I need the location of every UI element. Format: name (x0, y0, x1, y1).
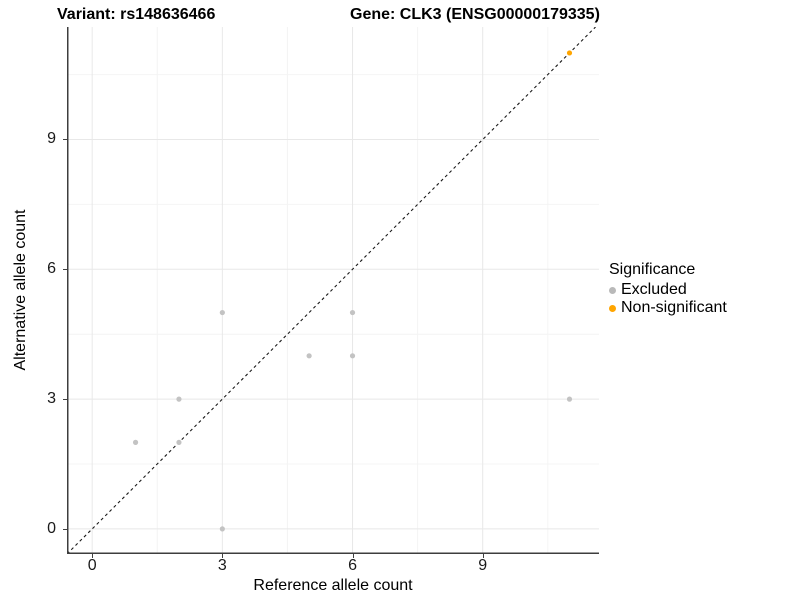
y-tick-label: 0 (47, 519, 56, 537)
y-tick-label: 3 (47, 390, 56, 408)
legend-item-label: Non-significant (621, 299, 727, 316)
data-point-excluded (349, 309, 356, 316)
legend-item: Excluded (609, 281, 727, 299)
plot-canvas (67, 27, 599, 554)
x-tick-label: 9 (478, 557, 488, 574)
data-point-non-significant (566, 50, 573, 56)
data-point-excluded (219, 309, 225, 316)
y-tick-mark (63, 269, 67, 271)
x-tick-mark (482, 554, 484, 558)
legend-item: Non-significant (609, 299, 727, 317)
x-tick-label: 0 (87, 557, 97, 574)
data-point-excluded (306, 353, 312, 359)
plot-panel (67, 27, 599, 554)
data-point-excluded (349, 353, 356, 359)
data-point-excluded (219, 526, 225, 532)
data-point-excluded (176, 396, 182, 402)
legend: Significance Excluded Non-significant (609, 261, 727, 317)
data-point-excluded (132, 439, 139, 445)
x-axis-title: Reference allele count (253, 577, 413, 594)
y-tick-mark (63, 528, 67, 530)
y-tick-label: 6 (47, 260, 56, 278)
x-tick-label: 3 (217, 557, 227, 574)
variant-title: Variant: rs148636466 (57, 6, 216, 23)
y-tick-mark (63, 399, 67, 401)
x-tick-mark (352, 554, 354, 558)
legend-key-dot (609, 304, 616, 312)
x-tick-mark (92, 554, 94, 558)
data-point-excluded (566, 396, 573, 402)
legend-key-dot (609, 286, 616, 294)
x-tick-mark (222, 554, 224, 558)
legend-title: Significance (609, 261, 696, 278)
y-axis-title: Alternative allele count (12, 209, 29, 371)
legend-items: Excluded Non-significant (609, 281, 727, 317)
legend-item-label: Excluded (621, 281, 687, 298)
data-point-excluded (176, 439, 182, 445)
identity-line (67, 27, 596, 554)
gene-title: Gene: CLK3 (ENSG00000179335) (350, 6, 600, 23)
y-tick-mark (63, 139, 67, 141)
x-tick-label: 6 (348, 557, 357, 574)
y-tick-label: 9 (47, 130, 56, 148)
